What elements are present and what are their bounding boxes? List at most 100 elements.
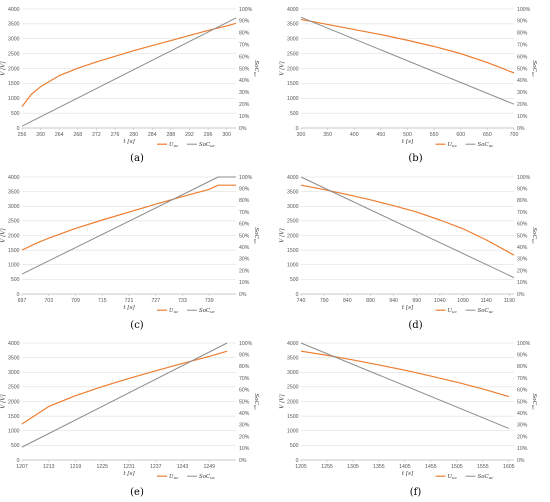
soc-series-line [300,16,515,105]
y2-tick-label: 50% [239,66,250,72]
y2-tick-label: 80% [239,198,250,204]
y-tick-label: 0 [17,292,20,298]
y2-tick-label: 50% [517,399,528,405]
x-tick-label: 1605 [503,464,515,470]
y-tick-label: 0 [17,458,20,464]
x-tick-label: 296 [204,132,213,138]
x-tick-label: 715 [98,298,107,304]
y-tick-label: 2000 [287,233,299,239]
y2-tick-label: 0% [517,126,525,132]
y2-tick-label: 50% [517,66,528,72]
panel-caption: (f) [410,487,422,498]
y2-tick-label: 30% [517,90,528,96]
x-tick-label: 1225 [96,464,108,470]
y2-tick-label: 70% [517,210,528,216]
x-tick-label: 1237 [150,464,162,470]
panel-caption: (d) [408,320,422,331]
x-tick-label: 288 [167,132,176,138]
chart-panel: 0 500 1000 1500 2000 2500 3000 3500 4000 0% 10% 20%… [1,341,260,498]
legend-label-soc: SoCuc [199,308,216,314]
x-tick-label: 1219 [70,464,82,470]
chart-panel: 0 500 1000 1500 2000 2500 3000 3500 4000 0% 10% 20%… [280,7,538,164]
y-tick-label: 3500 [287,22,299,28]
legend-label-soc: SoCuc [478,142,495,148]
legend-label-voltage: Uuc [448,142,458,148]
y-tick-label: 4000 [8,175,20,181]
x-tick-label: 276 [111,132,120,138]
x-tick-label: 400 [350,132,359,138]
y2-tick-label: 20% [239,102,250,108]
y-tick-label: 2500 [287,219,299,225]
y2-tick-label: 20% [517,268,528,274]
y-tick-label: 3000 [8,204,20,210]
y2-tick-label: 100% [239,7,253,13]
y-tick-label: 500 [11,277,20,283]
y-axis-title: V [V] [1,228,7,243]
x-tick-label: 1355 [373,464,385,470]
y-tick-label: 2500 [8,51,20,57]
x-tick-label: 1207 [16,464,28,470]
y-tick-label: 3500 [8,355,20,361]
panel-caption: (c) [130,320,144,331]
y-tick-label: 1000 [8,96,20,102]
y2-tick-label: 100% [517,7,531,13]
y2-tick-label: 90% [239,19,250,25]
y2-tick-label: 70% [239,43,250,49]
x-tick-label: 703 [44,298,53,304]
y-tick-label: 0 [296,292,299,298]
y2-tick-label: 70% [517,43,528,49]
y2-tick-label: 50% [239,399,250,405]
y-tick-label: 4000 [287,341,299,347]
x-tick-label: 1205 [295,464,307,470]
y2-tick-label: 90% [517,353,528,359]
x-tick-label: 1243 [177,464,189,470]
x-axis-title: t [s] [123,471,135,477]
y-tick-label: 1500 [8,248,20,254]
panel-caption: (b) [408,153,422,164]
y2-tick-label: 80% [517,31,528,37]
x-tick-label: 1140 [481,298,492,304]
y2-axis-title: SoCuc [253,393,259,410]
y-tick-label: 1500 [8,414,20,420]
y2-tick-label: 60% [239,222,250,228]
y2-tick-label: 50% [517,233,528,239]
y2-tick-label: 40% [239,78,250,84]
soc-series-line [300,176,515,279]
y-tick-label: 3000 [287,370,299,376]
y-tick-label: 3000 [8,37,20,43]
x-tick-label: 650 [483,132,492,138]
y-tick-label: 1500 [287,81,299,87]
x-axis-title: t [s] [402,305,414,311]
y-tick-label: 4000 [287,7,299,13]
y2-tick-label: 10% [239,280,250,286]
x-tick-label: 1231 [123,464,135,470]
x-tick-label: 990 [412,298,421,304]
y2-tick-label: 30% [239,257,250,263]
y2-tick-label: 20% [517,102,528,108]
y2-tick-label: 10% [517,446,528,452]
y2-tick-label: 0% [239,458,247,464]
chart-panel: 0 500 1000 1500 2000 2500 3000 3500 4000 0% 10% 20%… [280,341,538,498]
x-tick-label: 697 [18,298,27,304]
y2-tick-label: 70% [239,376,250,382]
y-tick-label: 2500 [287,51,299,57]
y2-tick-label: 40% [239,245,250,251]
y-tick-label: 0 [17,126,20,132]
y-tick-label: 2000 [287,399,299,405]
y2-tick-label: 10% [517,280,528,286]
x-tick-label: 700 [510,132,519,138]
y-tick-label: 500 [290,443,299,449]
y-tick-label: 1000 [8,263,20,269]
chart-panel: 0 500 1000 1500 2000 2500 3000 3500 4000 0% 10% 20%… [280,175,538,331]
voltage-series-line [21,22,237,107]
y-tick-label: 2500 [8,385,20,391]
y-tick-label: 4000 [8,7,20,13]
x-tick-label: 256 [18,132,27,138]
y2-tick-label: 0% [517,292,525,298]
y2-tick-label: 90% [517,187,528,193]
x-tick-label: 1090 [457,298,469,304]
y2-tick-label: 80% [239,364,250,370]
y-axis-title: V [V] [1,394,7,409]
voltage-series-line [21,350,228,425]
y2-tick-label: 30% [239,423,250,429]
